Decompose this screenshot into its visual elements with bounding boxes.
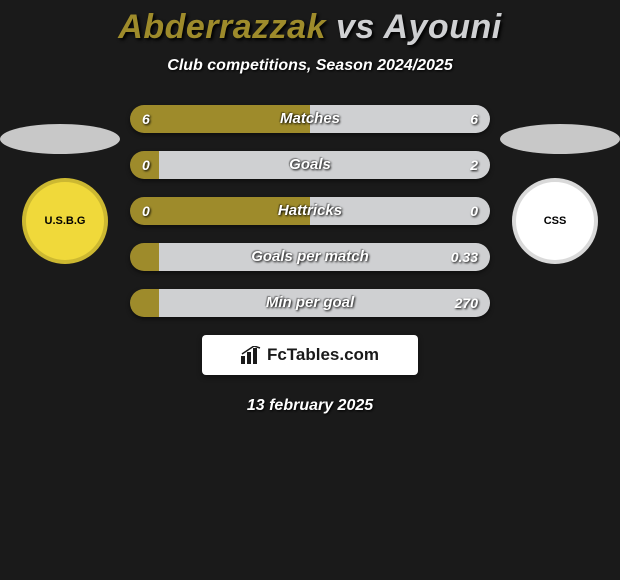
team-crest-left-text: U.S.B.G [45,215,86,227]
stat-value-right: 0 [470,197,478,225]
stat-label: Hattricks [130,197,490,225]
stat-value-right: 270 [455,289,478,317]
subtitle: Club competitions, Season 2024/2025 [0,57,620,75]
vs-text: vs [336,8,375,46]
decorative-ellipse-left [0,124,120,154]
stat-label: Matches [130,105,490,133]
stat-label: Goals [130,151,490,179]
brand-text: FcTables.com [267,345,379,365]
stats-bars: Matches66Goals02Hattricks00Goals per mat… [130,105,490,317]
stat-bar: Hattricks0 0 [130,197,490,225]
team-crest-right: CSS [512,178,598,264]
comparison-title: Abderrazzak vs Ayouni [0,8,620,47]
decorative-ellipse-right [500,124,620,154]
bar-chart-icon [241,346,261,364]
stat-bar: Goals per match0.33 [130,243,490,271]
stat-bar: Matches6 6 [130,105,490,133]
player-right-name: Ayouni [383,8,501,46]
stat-value-right: 6 [470,105,478,133]
stat-label: Min per goal [130,289,490,317]
team-crest-left: U.S.B.G [22,178,108,264]
brand-badge: FcTables.com [202,335,418,375]
stat-value-right: 2 [470,151,478,179]
stat-value-left: 6 [142,105,150,133]
date-text: 13 february 2025 [0,397,620,415]
stat-value-right: 0.33 [451,243,478,271]
stat-bar: Goals0 2 [130,151,490,179]
player-left-name: Abderrazzak [118,8,326,46]
stat-value-left: 0 [142,197,150,225]
stat-bar: Min per goal270 [130,289,490,317]
stat-label: Goals per match [130,243,490,271]
stat-value-left: 0 [142,151,150,179]
team-crest-right-text: CSS [544,215,567,227]
